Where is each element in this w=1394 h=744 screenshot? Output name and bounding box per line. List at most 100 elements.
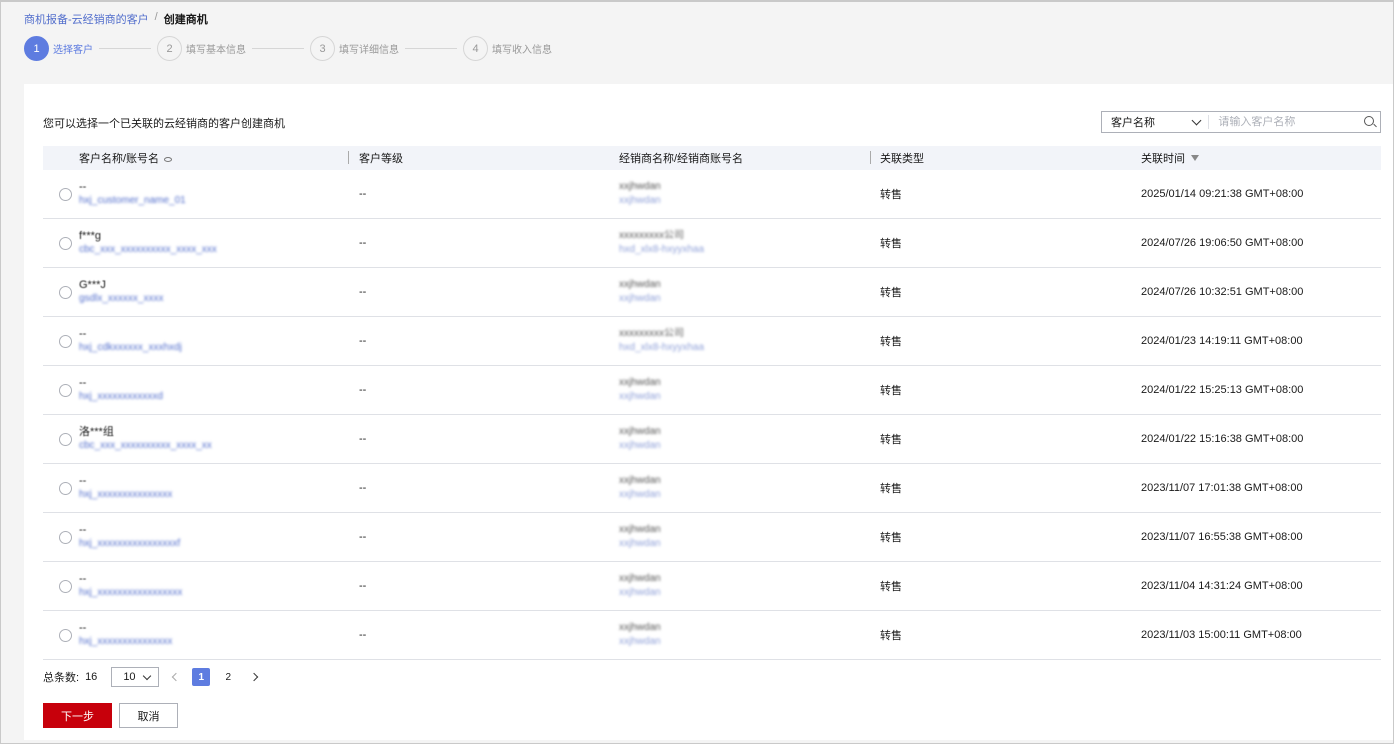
- table-row[interactable]: -- hxj_cdkxxxxxx_xxxhxdj -- xxxxxxxxx公司 …: [43, 317, 1381, 366]
- row-radio[interactable]: [58, 481, 72, 495]
- step-connector: [99, 48, 151, 49]
- page-size-select[interactable]: 10: [111, 667, 160, 687]
- page-2-button[interactable]: 2: [225, 671, 232, 683]
- distributor-name: xxjhwdan: [619, 622, 661, 633]
- customer-account[interactable]: hxj_cdkxxxxxx_xxxhxdj: [79, 342, 182, 353]
- row-radio-cell: [43, 628, 79, 642]
- row-radio[interactable]: [58, 285, 72, 299]
- relation-type: 转售: [880, 238, 902, 250]
- table-row[interactable]: G***J gsdlx_xxxxxx_xxxx -- xxjhwdan xxjh…: [43, 268, 1381, 317]
- distributor-account: xxjhwdan: [619, 636, 661, 647]
- row-radio-cell: [43, 481, 79, 495]
- distributor-name: xxjhwdan: [619, 475, 661, 486]
- page-1-button[interactable]: 1: [192, 668, 211, 686]
- distributor-name: xxjhwdan: [619, 377, 661, 388]
- customer-level: --: [359, 531, 367, 543]
- distributor-cell: xxjhwdan xxjhwdan: [610, 621, 871, 649]
- header-relation-time-label: 关联时间: [1141, 153, 1185, 165]
- customer-account[interactable]: hxj_customer_name_01: [79, 195, 186, 206]
- next-step-button[interactable]: 下一步: [43, 703, 112, 728]
- page-size-value: 10: [123, 671, 136, 683]
- prev-page-button[interactable]: [169, 670, 183, 684]
- table-row[interactable]: -- hxj_xxxxxxxxxxxxxxx -- xxjhwdan xxjhw…: [43, 611, 1381, 660]
- relation-type: 转售: [880, 483, 902, 495]
- customer-name: f***g: [79, 230, 102, 242]
- customer-name: 洛***组: [79, 426, 114, 438]
- step-4-label: 填写收入信息: [492, 45, 552, 56]
- row-radio[interactable]: [58, 579, 72, 593]
- customer-account[interactable]: cbc_xxx_xxxxxxxxxx_xxxx_xx: [79, 440, 212, 451]
- search-field-select[interactable]: 客户名称: [1102, 115, 1210, 129]
- row-radio-cell: [43, 530, 79, 544]
- table-row[interactable]: -- hxj_customer_name_01 -- xxjhwdan xxjh…: [43, 170, 1381, 219]
- customer-cell: -- hxj_xxxxxxxxxxxxxxxxf: [79, 523, 349, 551]
- distributor-account: xxjhwdan: [619, 587, 661, 598]
- chevron-right-icon: [250, 672, 259, 682]
- row-radio-cell: [43, 579, 79, 593]
- customer-name: --: [79, 181, 87, 193]
- table-row[interactable]: -- hxj_xxxxxxxxxxxxxxxxf -- xxjhwdan xxj…: [43, 513, 1381, 562]
- customer-selection-card: 您可以选择一个已关联的云经销商的客户创建商机 客户名称 客户名称/账号名 客户等…: [24, 84, 1394, 740]
- row-radio[interactable]: [58, 236, 72, 250]
- customer-account[interactable]: hxj_xxxxxxxxxxxxxxxxf: [79, 538, 181, 549]
- relation-type: 转售: [880, 434, 902, 446]
- customer-level: --: [359, 384, 367, 396]
- step-4: 4 填写收入信息: [463, 36, 552, 61]
- customer-account[interactable]: hxj_xxxxxxxxxxxxd: [79, 391, 163, 402]
- distributor-account: xxjhwdan: [619, 293, 661, 304]
- customer-name: G***J: [79, 279, 106, 291]
- row-radio[interactable]: [58, 383, 72, 397]
- row-radio[interactable]: [58, 432, 72, 446]
- step-1: 1 选择客户: [24, 36, 93, 61]
- relation-time: 2025/01/14 09:21:38 GMT+08:00: [1141, 188, 1304, 200]
- customer-name: --: [79, 475, 87, 487]
- table-header: 客户名称/账号名 客户等级 经销商名称/经销商账号名 关联类型 关联时间: [43, 146, 1381, 170]
- distributor-account: hxd_xlx8-hxyyxhaa: [619, 342, 705, 353]
- customer-name: --: [79, 524, 87, 536]
- customer-cell: -- hxj_xxxxxxxxxxxxxxx: [79, 474, 349, 502]
- customer-account[interactable]: hxj_xxxxxxxxxxxxxxxxx: [79, 587, 183, 598]
- customer-account[interactable]: gsdlx_xxxxxx_xxxx: [79, 293, 164, 304]
- distributor-name: xxxxxxxxx公司: [619, 230, 684, 241]
- table-row[interactable]: -- hxj_xxxxxxxxxxxxxxxxx -- xxjhwdan xxj…: [43, 562, 1381, 611]
- relation-type: 转售: [880, 287, 902, 299]
- table-row[interactable]: -- hxj_xxxxxxxxxxxxxxx -- xxjhwdan xxjhw…: [43, 464, 1381, 513]
- customer-level: --: [359, 482, 367, 494]
- chevron-down-icon: [143, 671, 152, 680]
- breadcrumb-parent-link[interactable]: 商机报备-云经销商的客户: [24, 14, 149, 26]
- row-radio[interactable]: [58, 628, 72, 642]
- customer-account[interactable]: hxj_xxxxxxxxxxxxxxx: [79, 636, 173, 647]
- row-radio[interactable]: [58, 187, 72, 201]
- row-radio-cell: [43, 432, 79, 446]
- customer-name: --: [79, 328, 87, 340]
- customer-name: --: [79, 377, 87, 389]
- next-page-button[interactable]: [247, 670, 261, 684]
- customer-cell: -- hxj_xxxxxxxxxxxxxxxxx: [79, 572, 349, 600]
- customer-level: --: [359, 629, 367, 641]
- chevron-down-icon: [1191, 115, 1202, 125]
- search-input[interactable]: [1209, 116, 1361, 128]
- relation-time: 2024/07/26 19:06:50 GMT+08:00: [1141, 237, 1304, 249]
- table-row[interactable]: f***g cbc_xxx_xxxxxxxxxx_xxxx_xxx -- xxx…: [43, 219, 1381, 268]
- table-row[interactable]: 洛***组 cbc_xxx_xxxxxxxxxx_xxxx_xx -- xxjh…: [43, 415, 1381, 464]
- distributor-name: xxjhwdan: [619, 573, 661, 584]
- row-radio[interactable]: [58, 530, 72, 544]
- distributor-name: xxjhwdan: [619, 279, 661, 290]
- search-icon[interactable]: [1360, 112, 1380, 132]
- table-row[interactable]: -- hxj_xxxxxxxxxxxxd -- xxjhwdan xxjhwda…: [43, 366, 1381, 415]
- distributor-account: xxjhwdan: [619, 489, 661, 500]
- customer-account[interactable]: cbc_xxx_xxxxxxxxxx_xxxx_xxx: [79, 244, 217, 255]
- customer-account[interactable]: hxj_xxxxxxxxxxxxxxx: [79, 489, 173, 500]
- header-customer-name: 客户名称/账号名: [43, 146, 349, 170]
- row-radio[interactable]: [58, 334, 72, 348]
- eye-icon[interactable]: [164, 156, 173, 162]
- customer-name: --: [79, 622, 87, 634]
- distributor-name: xxjhwdan: [619, 524, 661, 535]
- filter-icon[interactable]: [1191, 155, 1199, 161]
- cancel-button[interactable]: 取消: [119, 703, 178, 728]
- row-radio-cell: [43, 285, 79, 299]
- customer-name: --: [79, 573, 87, 585]
- pagination: 总条数: 16 10 1 2: [43, 667, 261, 687]
- step-4-number: 4: [463, 36, 488, 61]
- customer-search: 客户名称: [1101, 111, 1381, 133]
